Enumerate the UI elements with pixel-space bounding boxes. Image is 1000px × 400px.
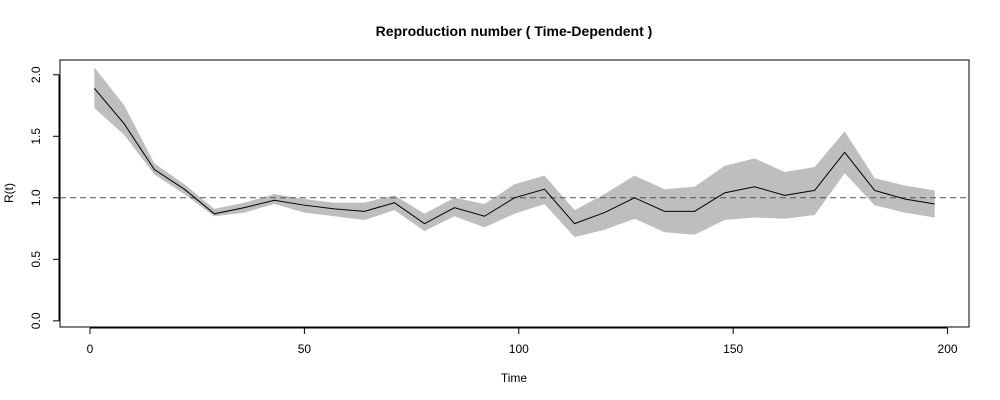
y-tick-label: 2.0 [29, 66, 43, 83]
series-line [93, 87, 935, 225]
x-tick-label: 150 [723, 342, 743, 356]
y-axis-label: R(t) [2, 183, 16, 203]
plot-frame [59, 59, 970, 328]
x-tick-label: 200 [938, 342, 958, 356]
confidence-band [94, 67, 935, 238]
plot-area: 0 50 100 150 200 0.0 0.5 1.0 1.5 2.0 [29, 59, 970, 356]
y-tick-label: 0.5 [29, 251, 43, 268]
chart-title: Reproduction number ( Time-Dependent ) [376, 23, 653, 39]
y-tick-label: 0.0 [29, 312, 43, 329]
y-tick-label: 1.0 [29, 189, 43, 206]
x-tick-label: 100 [509, 342, 529, 356]
x-tick-label: 0 [87, 342, 94, 356]
x-tick-label: 50 [298, 342, 312, 356]
x-axis-label: Time [501, 371, 528, 385]
y-tick-label: 1.5 [29, 128, 43, 145]
